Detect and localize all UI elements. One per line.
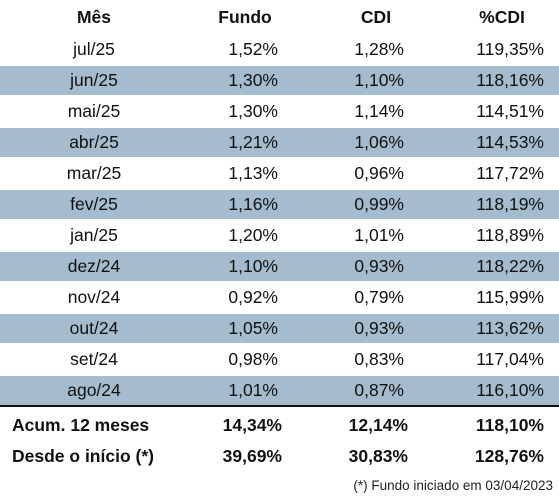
row-fundo: 1,13%	[228, 163, 278, 183]
summary-fundo: 14,34%	[222, 415, 282, 435]
summary-divider	[0, 405, 559, 407]
summary-section: Acum. 12 meses 14,34% 12,14% 118,10% Desde o…	[0, 410, 559, 472]
row-cdi: 0,93%	[354, 318, 404, 338]
row-cdi: 0,83%	[354, 349, 404, 369]
header-pct-cdi: %CDI	[479, 6, 525, 27]
table-row: mar/25 1,13% 0,96% 117,72%	[0, 158, 559, 189]
row-fundo: 1,05%	[228, 318, 278, 338]
summary-row: Desde o início (*) 39,69% 30,83% 128,76%	[0, 441, 559, 472]
row-mes: abr/25	[69, 132, 119, 152]
row-cdi: 1,01%	[354, 225, 404, 245]
row-fundo: 0,92%	[228, 287, 278, 307]
table-row: jul/25 1,52% 1,28% 119,35%	[0, 34, 559, 65]
row-cdi: 0,79%	[354, 287, 404, 307]
row-cdi: 0,93%	[354, 256, 404, 276]
table-row: ago/24 1,01% 0,87% 116,10%	[0, 375, 559, 406]
row-fundo: 1,01%	[228, 380, 278, 400]
row-pct-cdi: 114,51%	[476, 101, 544, 121]
row-mes: mar/25	[66, 163, 122, 183]
table-row: abr/25 1,21% 1,06% 114,53%	[0, 127, 559, 158]
row-mes: jul/25	[73, 39, 115, 59]
summary-fundo: 39,69%	[222, 446, 282, 466]
row-cdi: 0,87%	[354, 380, 404, 400]
row-mes: nov/24	[67, 287, 121, 307]
row-mes: mai/25	[67, 101, 121, 121]
row-fundo: 1,52%	[228, 39, 278, 59]
summary-pct-cdi: 118,10%	[475, 415, 544, 435]
row-pct-cdi: 117,72%	[476, 163, 544, 183]
performance-table: Mês Fundo CDI %CDI jul/25 1,52% 1,28% 119,3…	[0, 0, 559, 406]
row-fundo: 1,10%	[228, 256, 278, 276]
row-fundo: 1,30%	[228, 70, 278, 90]
header-fundo: Fundo	[218, 6, 272, 27]
row-mes: jun/25	[70, 70, 118, 90]
row-pct-cdi: 115,99%	[476, 287, 544, 307]
row-fundo: 0,98%	[228, 349, 278, 369]
row-mes: ago/24	[67, 380, 121, 400]
table-row: set/24 0,98% 0,83% 117,04%	[0, 344, 559, 375]
header-mes: Mês	[76, 6, 112, 27]
row-cdi: 1,06%	[354, 132, 404, 152]
row-cdi: 1,28%	[354, 39, 404, 59]
row-cdi: 1,10%	[354, 70, 404, 90]
row-pct-cdi: 118,22%	[476, 256, 544, 276]
table-row: fev/25 1,16% 0,99% 118,19%	[0, 189, 559, 220]
row-fundo: 1,16%	[228, 194, 278, 214]
row-pct-cdi: 118,19%	[476, 194, 544, 214]
summary-cdi: 30,83%	[348, 446, 408, 466]
row-cdi: 0,99%	[354, 194, 404, 214]
row-cdi: 0,96%	[354, 163, 404, 183]
summary-pct-cdi: 128,76%	[474, 446, 544, 466]
summary-row: Acum. 12 meses 14,34% 12,14% 118,10%	[0, 410, 559, 441]
row-mes: jan/25	[70, 225, 118, 245]
table-row: out/24 1,05% 0,93% 113,62%	[0, 313, 559, 344]
row-cdi: 1,14%	[354, 101, 404, 121]
row-mes: set/24	[70, 349, 118, 369]
table-row: jan/25 1,20% 1,01% 118,89%	[0, 220, 559, 251]
table-row: nov/24 0,92% 0,79% 115,99%	[0, 282, 559, 313]
summary-label: Desde o início (*)	[12, 446, 154, 466]
row-pct-cdi: 114,53%	[476, 132, 544, 152]
table-row: mai/25 1,30% 1,14% 114,51%	[0, 96, 559, 127]
row-mes: dez/24	[67, 256, 121, 276]
summary-cdi: 12,14%	[348, 415, 408, 435]
row-mes: out/24	[69, 318, 119, 338]
table-row: jun/25 1,30% 1,10% 118,16%	[0, 65, 559, 96]
row-fundo: 1,30%	[228, 101, 278, 121]
row-fundo: 1,20%	[228, 225, 278, 245]
row-pct-cdi: 118,89%	[476, 225, 544, 245]
header-cdi: CDI	[360, 6, 392, 27]
summary-label: Acum. 12 meses	[12, 415, 150, 435]
table-body: jul/25 1,52% 1,28% 119,35% jun/25 1,30% 1,10% 1…	[0, 34, 559, 406]
row-pct-cdi: 118,16%	[476, 70, 544, 90]
row-fundo: 1,21%	[228, 132, 278, 152]
row-pct-cdi: 116,10%	[476, 380, 544, 400]
row-pct-cdi: 119,35%	[476, 39, 544, 59]
row-mes: fev/25	[70, 194, 118, 214]
table-row: dez/24 1,10% 0,93% 118,22%	[0, 251, 559, 282]
row-pct-cdi: 113,62%	[476, 318, 544, 338]
table-header: Mês Fundo CDI %CDI	[0, 0, 559, 34]
footnote: (*) Fundo iniciado em 03/04/2023	[353, 478, 553, 493]
row-pct-cdi: 117,04%	[476, 349, 544, 369]
